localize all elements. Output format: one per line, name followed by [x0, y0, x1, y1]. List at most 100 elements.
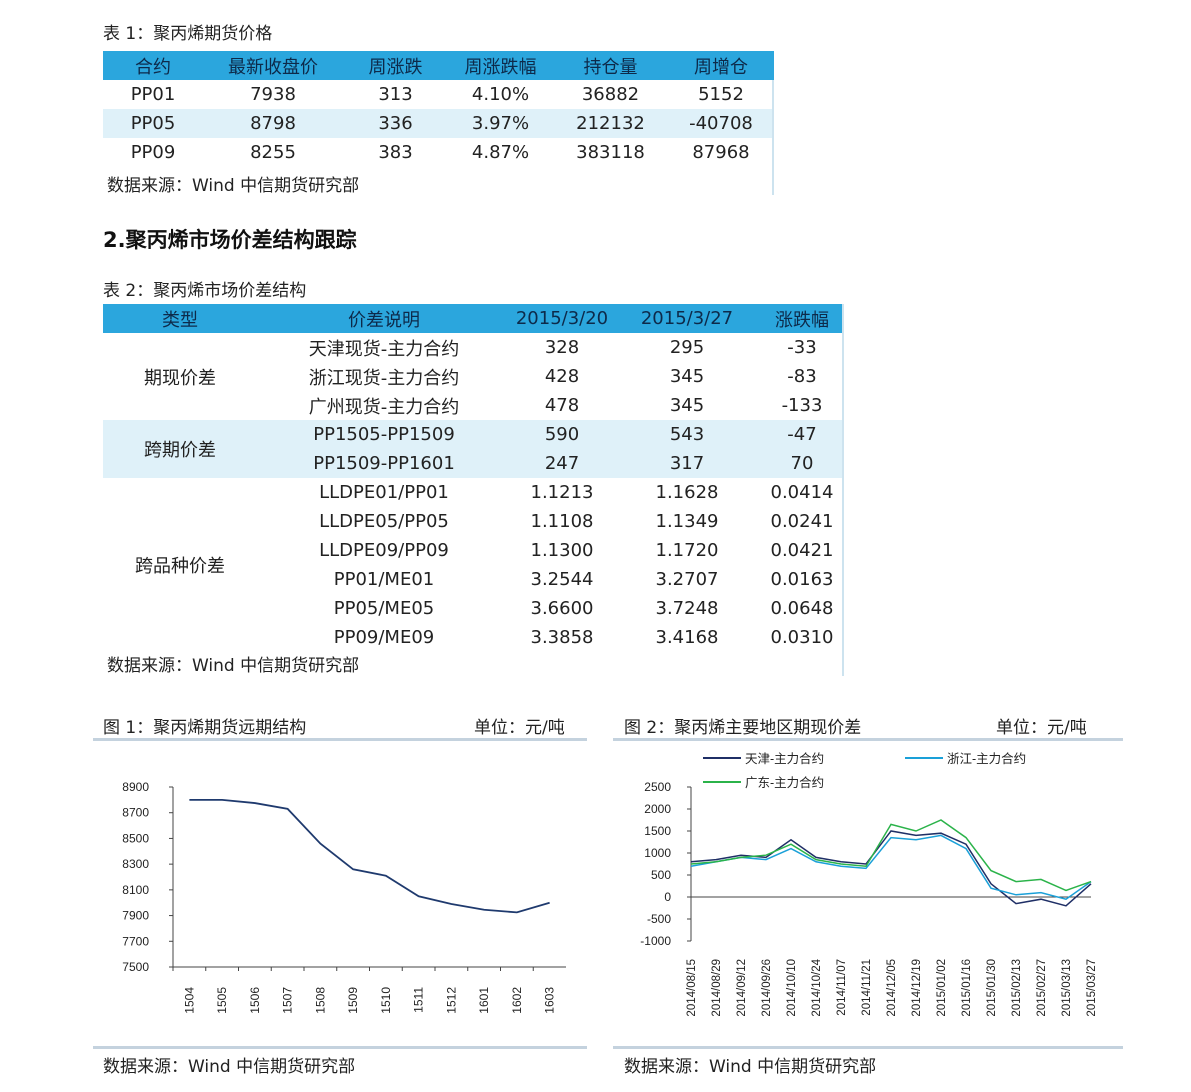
- table-row: 跨品种价差 LLDPE01/PP01 1.1213 1.1628 0.0414: [103, 478, 843, 577]
- x-tick-label: 1505: [215, 987, 229, 1014]
- table-cell: PP1509-PP1601: [257, 449, 511, 478]
- figure1-unit: 单位：元/吨: [474, 718, 565, 738]
- column-header: 2015/3/20: [511, 304, 613, 333]
- legend-label: 浙江-主力合约: [947, 751, 1026, 766]
- y-tick-label: 1500: [644, 824, 671, 838]
- table-cell: 1.1720: [655, 540, 719, 561]
- table-cell: PP09/ME09: [333, 627, 435, 648]
- x-tick-label: 2014/10/10: [786, 959, 798, 1017]
- table-cell: LLDPE01/PP01: [319, 482, 449, 503]
- table-cell: 8798: [203, 109, 343, 138]
- table-cell: 1.1349: [655, 511, 719, 532]
- y-tick-label: 8700: [122, 806, 149, 820]
- column-header: 合约: [103, 51, 203, 80]
- table1-source: 数据来源：Wind 中信期货研究部: [107, 176, 360, 196]
- y-tick-label: 8100: [122, 883, 149, 897]
- figure1-top-rule: [93, 738, 587, 741]
- table-cell: -40708: [668, 109, 774, 138]
- x-tick-label: 2015/01/30: [986, 959, 998, 1017]
- column-header: 类型: [103, 304, 257, 333]
- table1-caption: 表 1：聚丙烯期货价格: [103, 24, 273, 44]
- x-tick-label: 2014/09/26: [761, 959, 773, 1017]
- x-tick-label: 1504: [182, 987, 196, 1014]
- x-tick-label: 2015/01/16: [961, 959, 973, 1017]
- column-header: 最新收盘价: [203, 51, 343, 80]
- table-cell: 317: [613, 449, 761, 478]
- table-cell: 87968: [692, 142, 750, 163]
- table-cell: 328: [544, 337, 580, 358]
- table-row: LLDPE05/PP05 1.1108 1.1349 0.0241: [103, 507, 843, 536]
- table-cell: 1.1628: [655, 482, 719, 503]
- table-cell: PP01: [130, 84, 176, 105]
- table-header-row: 类型 价差说明 2015/3/20 2015/3/27 涨跌幅: [103, 304, 843, 333]
- y-tick-label: 7700: [122, 934, 149, 948]
- y-tick-label: 7500: [122, 960, 149, 974]
- x-tick-label: 2014/10/24: [811, 958, 823, 1016]
- figure1-bottom-rule: [93, 1046, 587, 1049]
- table-row: PP09 8255 383 4.87% 383118 87968: [103, 138, 774, 167]
- table-cell: 295: [669, 337, 705, 358]
- table-cell: 345: [669, 366, 705, 387]
- x-tick-label: 2014/08/29: [711, 959, 723, 1017]
- table-row: 跨期价差 PP1505-PP1509 590 543 -47: [103, 420, 843, 478]
- table-cell: 8255: [250, 142, 296, 163]
- spread-type-cell: 跨期价差: [103, 420, 257, 478]
- table-cell: 0.0648: [770, 598, 834, 619]
- figure2-bottom-rule: [613, 1046, 1123, 1049]
- table-row: PP01 7938 313 4.10% 36882 5152: [103, 80, 774, 109]
- table1-right-border: [772, 80, 774, 195]
- y-tick-label: 8300: [122, 857, 149, 871]
- table2-caption: 表 2：聚丙烯市场价差结构: [103, 281, 307, 301]
- y-tick-label: 0: [664, 890, 671, 904]
- legend-label: 天津-主力合约: [745, 751, 824, 766]
- table-header-row: 合约 最新收盘价 周涨跌 周涨跌幅 持仓量 周增仓: [103, 51, 774, 80]
- x-tick-label: 2015/01/02: [936, 959, 948, 1017]
- column-header: 周涨跌幅: [448, 51, 553, 80]
- x-tick-label: 2014/12/19: [911, 959, 923, 1017]
- column-header: 周涨跌: [343, 51, 448, 80]
- y-tick-label: 2500: [644, 780, 671, 794]
- forward-curve-line: [189, 798, 550, 914]
- x-tick-label: 2015/03/13: [1061, 959, 1073, 1017]
- table-cell: PP05/ME05: [333, 598, 435, 619]
- table-row: PP01/ME01 3.2544 3.2707 0.0163: [103, 565, 843, 594]
- series-line-1: [690, 834, 1092, 901]
- y-tick-label: 8500: [122, 831, 149, 845]
- figure2-caption: 图 2：聚丙烯主要地区期现价差: [624, 718, 862, 738]
- x-tick-label: 1603: [543, 987, 557, 1014]
- table-cell: 345: [669, 395, 705, 416]
- x-tick-label: 1508: [313, 987, 327, 1014]
- x-tick-label: 1507: [281, 987, 295, 1014]
- table-cell: 浙江现货-主力合约: [308, 367, 460, 389]
- table-cell: PP1505-PP1509: [257, 420, 511, 449]
- x-tick-label: 2014/09/12: [736, 959, 748, 1017]
- x-tick-label: 1602: [510, 987, 524, 1014]
- table-cell: 3.3858: [530, 627, 594, 648]
- table-row: 广州现货-主力合约 478 345 -133: [103, 391, 843, 420]
- x-tick-label: 2014/11/21: [861, 959, 873, 1016]
- table-cell: 70: [761, 449, 843, 478]
- futures-price-table: 合约 最新收盘价 周涨跌 周涨跌幅 持仓量 周增仓 PP01 7938 313 4.1…: [103, 51, 774, 167]
- table-cell: PP05: [103, 109, 203, 138]
- table2-right-border: [842, 304, 844, 676]
- section-heading: 2.聚丙烯市场价差结构跟踪: [103, 228, 357, 252]
- figure1-source: 数据来源：Wind 中信期货研究部: [103, 1057, 356, 1077]
- table-cell: -47: [761, 420, 843, 449]
- spread-type-cell: 期现价差: [144, 367, 216, 389]
- x-tick-label: 1511: [412, 987, 426, 1013]
- table-cell: 广州现货-主力合约: [308, 396, 460, 418]
- x-tick-label: 2014/12/05: [886, 959, 898, 1017]
- legend-label: 广东-主力合约: [745, 775, 824, 790]
- table-cell: 313: [378, 84, 413, 105]
- table-cell: 3.6600: [530, 598, 594, 619]
- y-tick-label: 7900: [122, 909, 149, 923]
- x-tick-label: 2015/02/13: [1011, 959, 1023, 1017]
- table-cell: 383118: [576, 142, 645, 163]
- x-tick-label: 2014/11/07: [836, 959, 848, 1016]
- table-cell: PP01/ME01: [333, 569, 435, 590]
- series-line-0: [690, 830, 1092, 907]
- table-cell: 383: [378, 142, 413, 163]
- table-cell: 3.2707: [655, 569, 719, 590]
- table-cell: 1.1213: [530, 482, 594, 503]
- table-cell: 天津现货-主力合约: [308, 338, 460, 360]
